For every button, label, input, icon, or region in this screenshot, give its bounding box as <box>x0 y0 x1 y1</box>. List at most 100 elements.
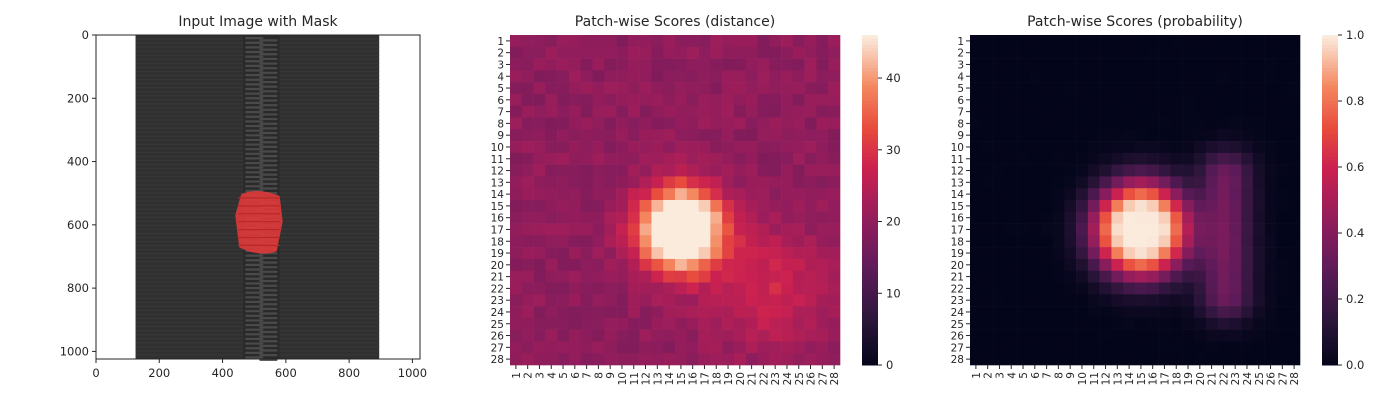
heatmap-cell <box>1064 152 1077 165</box>
heatmap-cell <box>792 164 805 177</box>
heatmap-cell <box>733 105 747 118</box>
heatmap-cell <box>1276 341 1289 354</box>
heatmap-cell <box>651 258 664 272</box>
heatmap-cell <box>651 270 664 283</box>
heatmap-cell <box>1005 152 1018 165</box>
heatmap-cell <box>1217 188 1230 201</box>
heatmap-cell <box>533 164 546 177</box>
heatmap-cell <box>781 306 794 319</box>
zipper-tooth-left <box>245 101 264 104</box>
colorbar-segment <box>862 94 878 99</box>
heatmap-cell <box>1229 317 1242 330</box>
heatmap-cell <box>1252 317 1265 330</box>
heatmap-cell <box>698 235 711 248</box>
heatmap-cell <box>1158 164 1171 177</box>
heatmap-cell <box>592 35 605 48</box>
heatmap-cell <box>769 82 782 95</box>
colorbar-segment <box>1322 361 1338 366</box>
heatmap-cell <box>792 235 805 248</box>
colorbar-segment <box>862 190 878 194</box>
zipper-tooth-left <box>245 92 264 95</box>
heatmap-cell <box>1146 353 1159 366</box>
heatmap-cell <box>1005 353 1018 366</box>
heatmap-cell <box>981 70 994 83</box>
heatmap-cell <box>510 200 523 213</box>
chart-title: Patch-wise Scores (distance) <box>575 14 775 30</box>
heatmap-cell <box>686 152 699 165</box>
heatmap-cell <box>1170 353 1183 366</box>
heatmap-cell <box>1193 223 1207 236</box>
zipper-tooth-left <box>245 78 264 81</box>
heatmap-cell <box>533 223 546 236</box>
heatmap-cell <box>1064 46 1077 59</box>
heatmap-cell <box>568 141 582 154</box>
colorbar-segment <box>1322 117 1338 122</box>
heatmap-cell <box>1123 129 1136 142</box>
zipper-tooth-right <box>259 330 278 334</box>
heatmap-cell <box>675 317 688 330</box>
heatmap-cell <box>769 141 782 154</box>
heatmap-cell <box>745 341 758 354</box>
heatmap-cell <box>1087 117 1100 130</box>
heatmap-cell <box>804 294 817 307</box>
heatmap-cell <box>1017 35 1030 48</box>
heatmap-cell <box>781 258 794 272</box>
heatmap-cell <box>1099 317 1112 330</box>
heatmap-cell <box>533 82 546 95</box>
heatmap-cell <box>639 329 652 342</box>
heatmap-cell <box>981 258 994 272</box>
heatmap-cell <box>616 223 629 236</box>
heatmap-cell <box>698 152 711 165</box>
x-tick-label: 28 <box>829 372 841 385</box>
heatmap-cell <box>1099 152 1112 165</box>
x-tick-label: 11 <box>1089 372 1101 385</box>
heatmap-cell <box>1193 82 1207 95</box>
heatmap-cell <box>970 164 983 177</box>
heatmap-cell <box>828 353 841 366</box>
heatmap-cell <box>1146 93 1159 107</box>
heatmap-cell <box>1064 117 1077 130</box>
heatmap-cell <box>627 141 640 154</box>
heatmap-cell <box>1229 176 1242 189</box>
heatmap-cell <box>1052 329 1065 342</box>
heatmap-cell <box>1146 306 1159 319</box>
heatmap-cell <box>639 211 652 224</box>
heatmap-cell <box>1182 317 1195 330</box>
colorbar-segment <box>862 315 878 320</box>
heatmap-cell <box>1217 70 1230 83</box>
zipper-tooth-right <box>259 57 278 61</box>
heatmap-cell <box>1241 117 1254 130</box>
heatmap-cell <box>580 188 593 201</box>
heatmap-cell <box>521 341 534 354</box>
heatmap-cell <box>1111 93 1124 107</box>
heatmap-cell <box>616 105 629 118</box>
heatmap-cell <box>710 164 723 177</box>
heatmap-cell <box>1170 152 1183 165</box>
colorbar-segment <box>1322 322 1338 326</box>
heatmap-cell <box>627 117 640 130</box>
heatmap-cell <box>510 329 523 342</box>
heatmap-cell <box>745 129 758 142</box>
heatmap-cell <box>545 211 558 224</box>
heatmap-cell <box>1182 270 1195 283</box>
heatmap-cell <box>1040 188 1053 201</box>
zipper-tooth-right <box>259 261 278 264</box>
y-tick-label: 16 <box>951 213 965 225</box>
heatmap-cell <box>627 341 640 354</box>
heatmap-cell <box>533 211 546 224</box>
heatmap-cell <box>1111 129 1124 142</box>
zipper-tooth-left <box>245 268 264 271</box>
heatmap-cell <box>970 117 983 130</box>
colorbar-tick-label: 1.0 <box>1346 28 1364 42</box>
heatmap-cell <box>993 294 1006 307</box>
zipper-tooth-left <box>245 124 264 128</box>
heatmap-cell <box>639 129 652 142</box>
heatmap-cell <box>1111 82 1124 95</box>
heatmap-cell <box>1205 35 1218 48</box>
colorbar-segment <box>1322 233 1338 237</box>
heatmap-cell <box>627 329 640 342</box>
heatmap-cell <box>651 35 664 48</box>
heatmap-cell <box>970 35 983 48</box>
heatmap-cell <box>580 247 593 260</box>
heatmap-cell <box>675 341 688 354</box>
